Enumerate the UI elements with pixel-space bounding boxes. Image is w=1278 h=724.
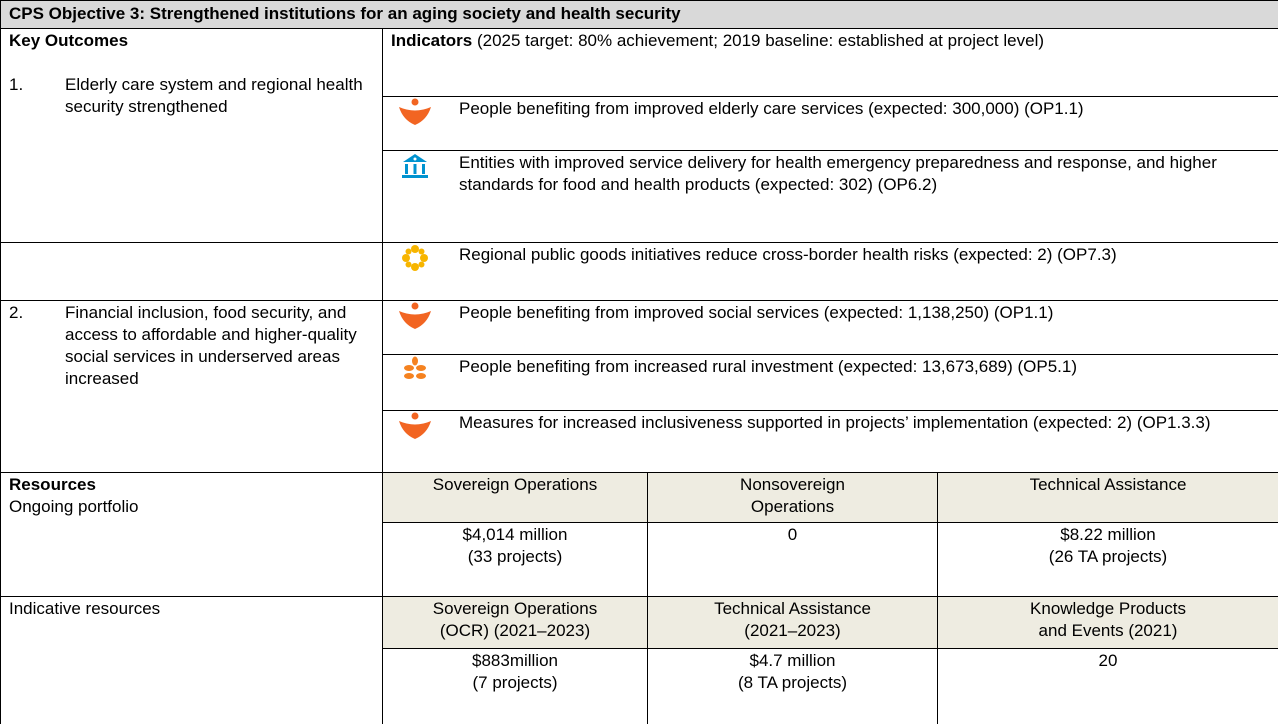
- value-line: $4,014 million: [462, 525, 568, 544]
- resource-header: Sovereign Operations: [382, 472, 648, 523]
- key-outcomes-label: Key Outcomes: [9, 31, 129, 50]
- resources-label: Resources: [9, 475, 96, 494]
- indicator-cell: Regional public goods initiatives reduce…: [382, 242, 1278, 301]
- rural-icon: [404, 356, 426, 379]
- resource-value: $883million (7 projects): [382, 648, 648, 724]
- value-line: (7 projects): [472, 673, 558, 692]
- header-line: Operations: [750, 497, 835, 516]
- value-line: (8 TA projects): [738, 673, 847, 692]
- regional-icon: [402, 245, 428, 271]
- institution-icon: [402, 154, 428, 178]
- outcome-text: Elderly care system and regional health …: [65, 75, 363, 116]
- people-icon: [399, 302, 431, 329]
- indicator-cell: People benefiting from improved elderly …: [382, 96, 1278, 151]
- value-line: (26 TA projects): [1048, 547, 1168, 566]
- ongoing-label: Ongoing portfolio: [9, 497, 139, 516]
- table-title: CPS Objective 3: Strengthened institutio…: [0, 0, 1278, 29]
- people-icon: [399, 412, 431, 439]
- indicator-cell: People benefiting from increased rural i…: [382, 354, 1278, 411]
- indicator-text: Entities with improved service delivery …: [459, 153, 1217, 194]
- header-line: and Events (2021): [1038, 621, 1178, 640]
- outcome-cell: 2. Financial inclusion, food security, an…: [0, 300, 383, 473]
- resource-value: 0: [647, 522, 938, 597]
- header-line: Technical Assistance: [714, 599, 871, 618]
- indicators-label: Indicators: [391, 31, 473, 50]
- indicators-header: Indicators (2025 target: 80% achievement…: [382, 28, 1278, 97]
- value-line: $4.7 million: [749, 651, 836, 670]
- resource-header: Technical Assistance (2021–2023): [647, 596, 938, 649]
- indicator-text: People benefiting from increased rural i…: [459, 357, 1078, 376]
- outcome-number: 1.: [9, 75, 24, 94]
- header-line: (OCR) (2021–2023): [439, 621, 591, 640]
- indicator-text: People benefiting from improved elderly …: [459, 99, 1084, 118]
- header-line: Sovereign Operations: [432, 599, 598, 618]
- indicator-text: Measures for increased inclusiveness sup…: [459, 413, 1211, 432]
- indicator-cell: People benefiting from improved social s…: [382, 300, 1278, 355]
- header-line: (2021–2023): [744, 621, 841, 640]
- value-line: 20: [1098, 651, 1118, 670]
- value-line: 0: [787, 525, 798, 544]
- header-line: Knowledge Products: [1030, 599, 1186, 618]
- resource-header: Sovereign Operations (OCR) (2021–2023): [382, 596, 648, 649]
- header-line: Sovereign Operations: [432, 475, 598, 494]
- outcome-cell: Key Outcomes 1. Elderly care system and r…: [0, 28, 383, 243]
- header-line: Nonsovereign: [740, 475, 845, 494]
- resource-header: Technical Assistance: [937, 472, 1278, 523]
- value-line: $8.22 million: [1060, 525, 1156, 544]
- indicator-cell: Measures for increased inclusiveness sup…: [382, 410, 1278, 473]
- outcome-number: 2.: [9, 303, 24, 322]
- value-line: $883million: [472, 651, 558, 670]
- value-line: (33 projects): [467, 547, 563, 566]
- indicators-note: (2025 target: 80% achievement; 2019 base…: [476, 31, 1045, 50]
- resource-value: 20: [937, 648, 1278, 724]
- outcome-text: Financial inclusion, food security, and …: [65, 303, 357, 388]
- indicative-label: Indicative resources: [9, 599, 161, 618]
- resource-value: $4,014 million (33 projects): [382, 522, 648, 597]
- indicator-text: Regional public goods initiatives reduce…: [459, 245, 1117, 264]
- empty-cell: [0, 242, 383, 301]
- indicator-text: People benefiting from improved social s…: [459, 303, 1054, 322]
- resources-cell: Resources Ongoing portfolio: [0, 472, 383, 597]
- resource-header: Knowledge Products and Events (2021): [937, 596, 1278, 649]
- indicator-cell: Entities with improved service delivery …: [382, 150, 1278, 243]
- people-icon: [399, 98, 431, 125]
- indicative-cell: Indicative resources: [0, 596, 383, 724]
- resource-value: $8.22 million (26 TA projects): [937, 522, 1278, 597]
- resource-value: $4.7 million (8 TA projects): [647, 648, 938, 724]
- header-line: Technical Assistance: [1029, 475, 1187, 494]
- resource-header: Nonsovereign Operations: [647, 472, 938, 523]
